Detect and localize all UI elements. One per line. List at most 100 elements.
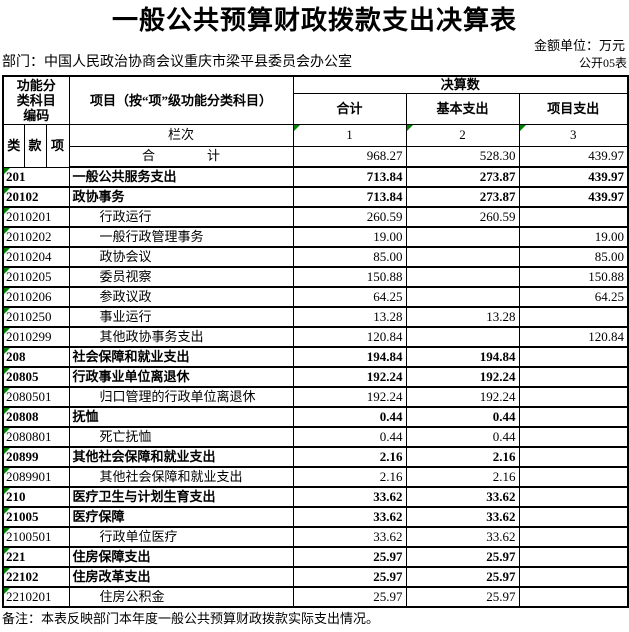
basic-cell[interactable] xyxy=(405,246,520,268)
function-code-cell[interactable]: 208 xyxy=(2,346,70,368)
function-code-cell[interactable]: 22102 xyxy=(2,566,70,588)
basic-cell[interactable]: 33.62 xyxy=(405,526,520,548)
basic-cell[interactable]: 192.24 xyxy=(405,366,520,388)
item-name-cell[interactable]: 其他社会保障和就业支出 xyxy=(68,446,294,468)
function-code-cell[interactable]: 2010299 xyxy=(2,326,70,348)
item-name-cell[interactable]: 一般行政管理事务 xyxy=(68,226,294,248)
header-lanci[interactable]: 栏次 xyxy=(68,123,294,147)
header-col-lei[interactable]: 类 xyxy=(2,123,25,168)
project-cell[interactable]: 150.88 xyxy=(518,266,629,288)
function-code-cell[interactable]: 2010205 xyxy=(2,266,70,288)
basic-cell[interactable]: 13.28 xyxy=(405,306,520,328)
total-cell[interactable]: 150.88 xyxy=(292,266,407,288)
item-name-cell[interactable]: 归口管理的行政单位离退休 xyxy=(68,386,294,408)
function-code-cell[interactable]: 2010250 xyxy=(2,306,70,328)
basic-cell[interactable]: 33.62 xyxy=(405,506,520,528)
grand-total-label[interactable]: 合 计 xyxy=(68,145,294,168)
header-colnum-2[interactable]: 2 xyxy=(405,123,520,147)
item-name-cell[interactable]: 政协事务 xyxy=(68,186,294,208)
basic-cell[interactable] xyxy=(405,286,520,308)
basic-cell[interactable]: 25.97 xyxy=(405,566,520,588)
item-name-cell[interactable]: 住房公积金 xyxy=(68,586,294,608)
function-code-cell[interactable]: 2089901 xyxy=(2,466,70,488)
total-cell[interactable]: 33.62 xyxy=(292,526,407,548)
basic-cell[interactable]: 192.24 xyxy=(405,386,520,408)
item-name-cell[interactable]: 行政事业单位离退休 xyxy=(68,366,294,388)
project-cell[interactable] xyxy=(518,426,629,448)
item-name-cell[interactable]: 其他政协事务支出 xyxy=(68,326,294,348)
grand-total-project[interactable]: 439.97 xyxy=(518,145,629,168)
project-cell[interactable] xyxy=(518,346,629,368)
item-name-cell[interactable]: 行政运行 xyxy=(68,206,294,228)
function-code-cell[interactable]: 2010201 xyxy=(2,206,70,228)
total-cell[interactable]: 2.16 xyxy=(292,466,407,488)
basic-cell[interactable]: 25.97 xyxy=(405,586,520,608)
total-cell[interactable]: 194.84 xyxy=(292,346,407,368)
total-cell[interactable]: 120.84 xyxy=(292,326,407,348)
total-cell[interactable]: 0.44 xyxy=(292,406,407,428)
basic-cell[interactable] xyxy=(405,226,520,248)
basic-cell[interactable]: 194.84 xyxy=(405,346,520,368)
header-col-xiang[interactable]: 项 xyxy=(45,123,70,168)
project-cell[interactable] xyxy=(518,586,629,608)
total-cell[interactable]: 713.84 xyxy=(292,166,407,188)
item-name-cell[interactable]: 医疗保障 xyxy=(68,506,294,528)
item-name-cell[interactable]: 政协会议 xyxy=(68,246,294,268)
project-cell[interactable]: 19.00 xyxy=(518,226,629,248)
project-cell[interactable] xyxy=(518,566,629,588)
project-cell[interactable] xyxy=(518,406,629,428)
project-cell[interactable] xyxy=(518,446,629,468)
header-final-accounts[interactable]: 决算数 xyxy=(292,75,629,94)
function-code-cell[interactable]: 20805 xyxy=(2,366,70,388)
item-name-cell[interactable]: 医疗卫生与计划生育支出 xyxy=(68,486,294,508)
function-code-cell[interactable]: 2100501 xyxy=(2,526,70,548)
function-code-cell[interactable]: 20899 xyxy=(2,446,70,468)
function-code-cell[interactable]: 2210201 xyxy=(2,586,70,608)
header-col-project[interactable]: 项目支出 xyxy=(518,92,629,125)
basic-cell[interactable]: 33.62 xyxy=(405,486,520,508)
item-name-cell[interactable]: 住房保障支出 xyxy=(68,546,294,568)
total-cell[interactable]: 192.24 xyxy=(292,386,407,408)
total-cell[interactable]: 0.44 xyxy=(292,426,407,448)
project-cell[interactable] xyxy=(518,306,629,328)
total-cell[interactable]: 33.62 xyxy=(292,486,407,508)
item-name-cell[interactable]: 委员视察 xyxy=(68,266,294,288)
basic-cell[interactable]: 273.87 xyxy=(405,166,520,188)
basic-cell[interactable]: 273.87 xyxy=(405,186,520,208)
item-name-cell[interactable]: 事业运行 xyxy=(68,306,294,328)
function-code-cell[interactable]: 201 xyxy=(2,166,70,188)
total-cell[interactable]: 19.00 xyxy=(292,226,407,248)
item-name-cell[interactable]: 抚恤 xyxy=(68,406,294,428)
function-code-cell[interactable]: 2080801 xyxy=(2,426,70,448)
function-code-cell[interactable]: 20808 xyxy=(2,406,70,428)
project-cell[interactable] xyxy=(518,506,629,528)
project-cell[interactable]: 120.84 xyxy=(518,326,629,348)
item-name-cell[interactable]: 死亡抚恤 xyxy=(68,426,294,448)
basic-cell[interactable]: 25.97 xyxy=(405,546,520,568)
total-cell[interactable]: 13.28 xyxy=(292,306,407,328)
header-col-basic[interactable]: 基本支出 xyxy=(405,92,520,125)
project-cell[interactable] xyxy=(518,546,629,568)
item-name-cell[interactable]: 参政议政 xyxy=(68,286,294,308)
total-cell[interactable]: 64.25 xyxy=(292,286,407,308)
total-cell[interactable]: 25.97 xyxy=(292,586,407,608)
total-cell[interactable]: 192.24 xyxy=(292,366,407,388)
function-code-cell[interactable]: 2010206 xyxy=(2,286,70,308)
item-name-cell[interactable]: 一般公共服务支出 xyxy=(68,166,294,188)
project-cell[interactable] xyxy=(518,466,629,488)
function-code-cell[interactable]: 2080501 xyxy=(2,386,70,408)
header-col-total[interactable]: 合计 xyxy=(292,92,407,125)
project-cell[interactable] xyxy=(518,206,629,228)
grand-total-total[interactable]: 968.27 xyxy=(292,145,407,168)
basic-cell[interactable] xyxy=(405,266,520,288)
function-code-cell[interactable]: 2010202 xyxy=(2,226,70,248)
project-cell[interactable] xyxy=(518,366,629,388)
function-code-cell[interactable]: 21005 xyxy=(2,506,70,528)
function-code-cell[interactable]: 20102 xyxy=(2,186,70,208)
basic-cell[interactable]: 2.16 xyxy=(405,446,520,468)
header-colnum-1[interactable]: 1 xyxy=(292,123,407,147)
header-col-kuan[interactable]: 款 xyxy=(23,123,47,168)
item-name-cell[interactable]: 社会保障和就业支出 xyxy=(68,346,294,368)
basic-cell[interactable]: 260.59 xyxy=(405,206,520,228)
item-name-cell[interactable]: 住房改革支出 xyxy=(68,566,294,588)
